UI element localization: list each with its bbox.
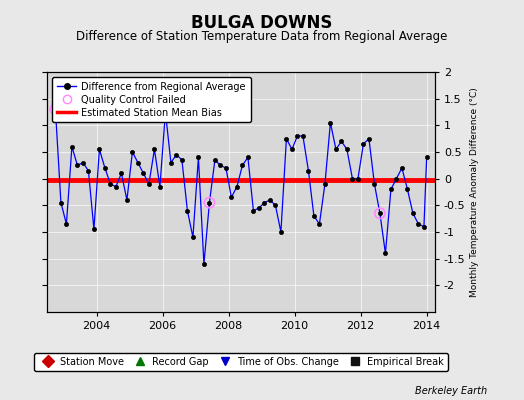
Text: Difference of Station Temperature Data from Regional Average: Difference of Station Temperature Data f…	[77, 30, 447, 43]
Text: BULGA DOWNS: BULGA DOWNS	[191, 14, 333, 32]
Y-axis label: Monthly Temperature Anomaly Difference (°C): Monthly Temperature Anomaly Difference (…	[470, 87, 479, 297]
Point	[376, 210, 384, 216]
Point	[205, 200, 214, 206]
Text: Berkeley Earth: Berkeley Earth	[415, 386, 487, 396]
Point	[51, 106, 60, 112]
Legend: Station Move, Record Gap, Time of Obs. Change, Empirical Break: Station Move, Record Gap, Time of Obs. C…	[34, 353, 448, 371]
